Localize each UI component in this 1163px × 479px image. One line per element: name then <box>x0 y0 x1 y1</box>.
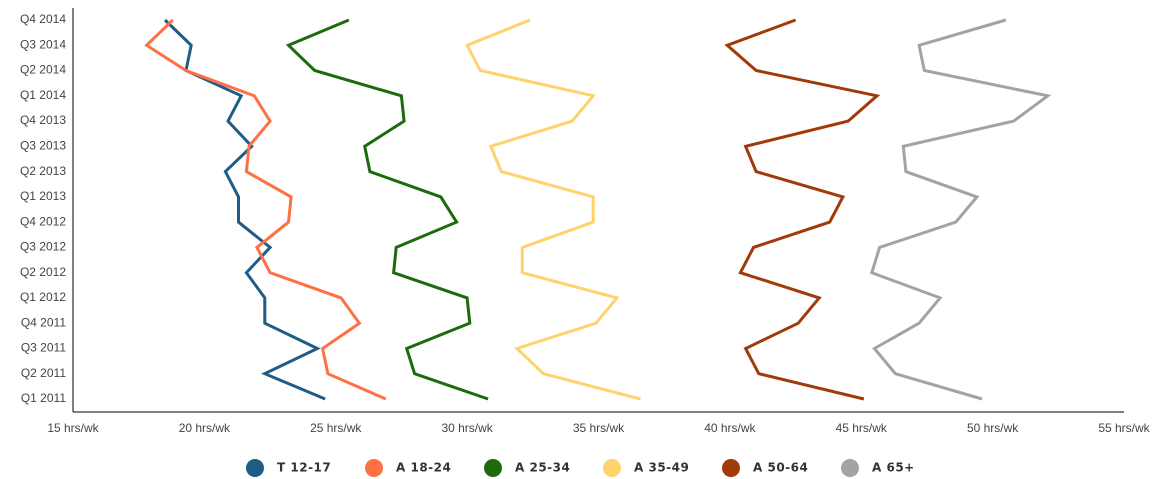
legend-label: A 35-49 <box>634 461 689 475</box>
y-tick-label: Q3 2014 <box>20 37 66 51</box>
x-tick-label: 55 hrs/wk <box>1098 421 1150 435</box>
y-tick-label: Q2 2012 <box>20 265 66 279</box>
legend-item[interactable]: A 50-64 <box>722 459 808 477</box>
series-line-t-12-17 <box>163 18 326 401</box>
legend-swatch <box>365 459 383 477</box>
y-tick-label: Q1 2011 <box>21 391 66 405</box>
legend-swatch <box>603 459 621 477</box>
legend-swatch <box>246 459 264 477</box>
legend-swatch <box>484 459 502 477</box>
y-tick-label: Q2 2014 <box>20 63 66 77</box>
legend-label: A 25-34 <box>515 461 570 475</box>
series-line-a-65- <box>869 18 1052 401</box>
y-tick-label: Q3 2012 <box>20 240 66 254</box>
legend-item[interactable]: A 25-34 <box>484 459 570 477</box>
x-tick-label: 20 hrs/wk <box>179 421 231 435</box>
legend-label: A 50-64 <box>753 461 808 475</box>
y-tick-label: Q4 2012 <box>20 214 66 228</box>
y-tick-label: Q1 2014 <box>20 88 66 102</box>
series-line-a-25-34 <box>285 18 489 401</box>
y-tick-label: Q4 2013 <box>20 113 66 127</box>
legend-label: T 12-17 <box>277 461 331 475</box>
legend-swatch <box>722 459 740 477</box>
y-axis: Q1 2011 Q2 2011 Q3 2011 Q4 2011 Q1 2012 Q2 20… <box>20 12 66 405</box>
legend-swatch <box>841 459 859 477</box>
legend[interactable]: T 12-17 A 18-24 A 25-34 A 35-49 A 50-64 A 65+ <box>246 459 915 477</box>
legend-item[interactable]: A 65+ <box>841 459 915 477</box>
y-tick-label: Q3 2013 <box>20 139 66 153</box>
legend-item[interactable]: A 18-24 <box>365 459 451 477</box>
y-tick-label: Q3 2011 <box>21 341 66 355</box>
y-tick-label: Q4 2011 <box>21 315 66 329</box>
x-tick-label: 40 hrs/wk <box>704 421 756 435</box>
x-tick-label: 25 hrs/wk <box>310 421 362 435</box>
x-tick-label: 45 hrs/wk <box>836 421 888 435</box>
series-line-a-18-24 <box>144 18 387 401</box>
legend-item[interactable]: T 12-17 <box>246 459 331 477</box>
legend-label: A 65+ <box>872 461 915 475</box>
y-tick-label: Q2 2011 <box>21 366 66 380</box>
series-line-a-50-64 <box>724 18 881 401</box>
y-tick-label: Q1 2013 <box>20 189 66 203</box>
y-tick-label: Q1 2012 <box>20 290 66 304</box>
legend-label: A 18-24 <box>396 461 451 475</box>
x-tick-label: 30 hrs/wk <box>441 421 493 435</box>
series-line-a-35-49 <box>465 18 641 401</box>
legend-item[interactable]: A 35-49 <box>603 459 689 477</box>
y-tick-label: Q4 2014 <box>20 12 66 26</box>
y-tick-label: Q2 2013 <box>20 164 66 178</box>
series-layer <box>144 18 1052 401</box>
x-tick-label: 50 hrs/wk <box>967 421 1019 435</box>
x-axis: 15 hrs/wk 20 hrs/wk 25 hrs/wk 30 hrs/wk 35 h… <box>47 421 1150 435</box>
x-tick-label: 35 hrs/wk <box>573 421 625 435</box>
x-tick-label: 15 hrs/wk <box>47 421 99 435</box>
